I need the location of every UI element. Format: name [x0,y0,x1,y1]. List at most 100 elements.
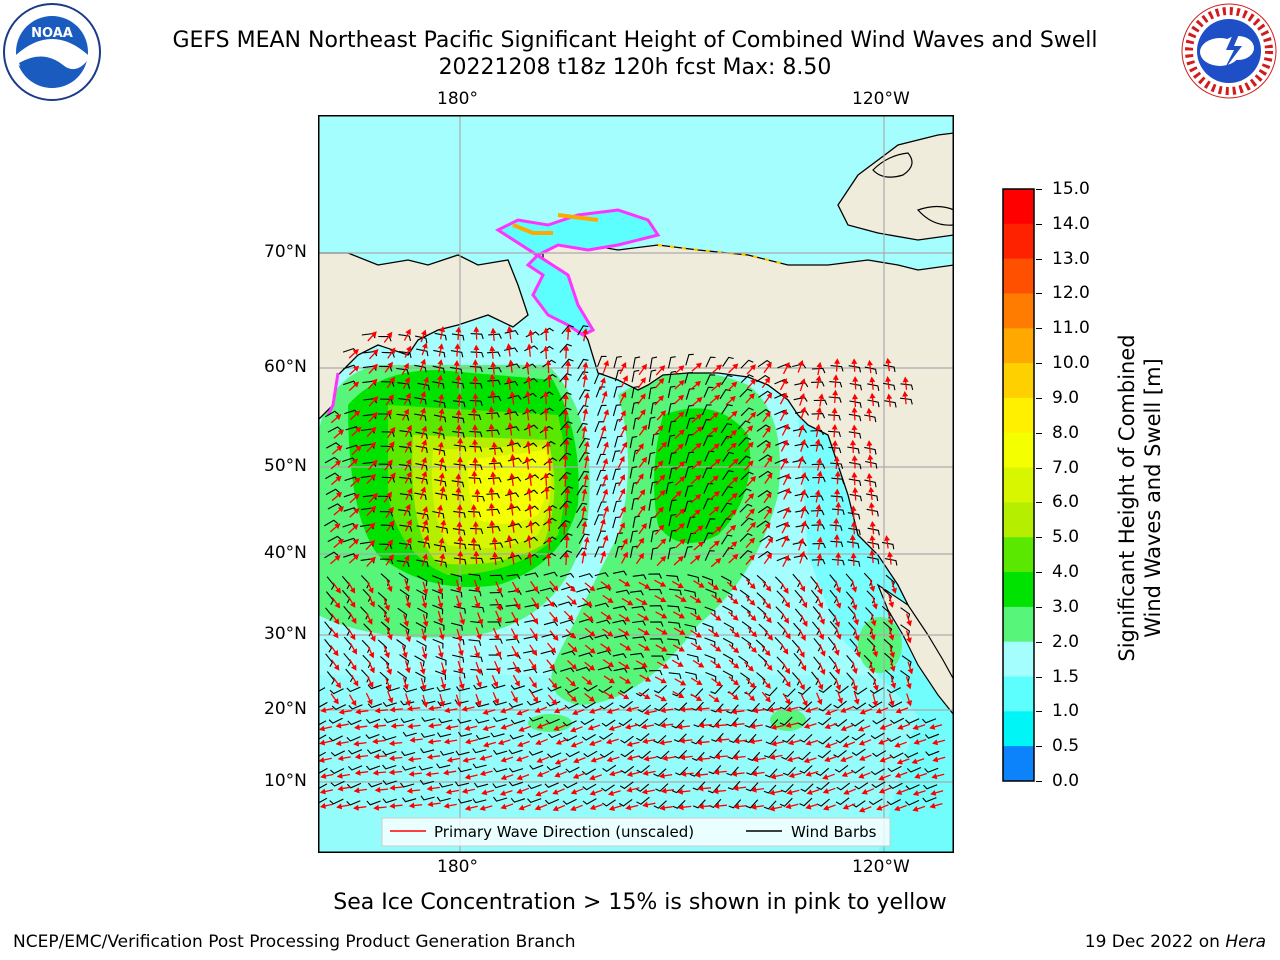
wave-direction-arrowhead [750,411,757,418]
wind-barb [385,686,400,692]
wave-direction-arrowhead [476,681,482,688]
wind-barb [492,700,507,706]
wind-barb [671,719,685,729]
wave-direction-arrowhead [349,587,356,594]
wind-barb [629,530,638,543]
wave-direction-arrowhead [730,524,737,531]
wind-barb [578,533,590,544]
wind-barb [637,704,652,713]
wind-barb [649,638,664,644]
wind-barb [377,639,388,653]
wave-direction-arrowhead [518,804,525,811]
wind-barb [451,480,465,488]
wave-direction-arrowhead [799,393,806,400]
wind-barb [687,574,700,583]
wind-barb [380,524,395,531]
wind-barb [704,550,715,561]
wind-barb [655,783,669,792]
wave-direction-arrowhead [444,707,451,714]
wave-direction-arrowhead [386,331,393,338]
wave-direction-arrowhead [530,663,537,671]
wind-barb [504,411,519,417]
wave-direction-arrowhead [493,634,500,641]
wind-barb [692,781,706,791]
wind-barb [668,370,677,384]
wind-barb [470,655,483,663]
wave-direction-arrowhead [695,494,702,501]
wind-barb [849,461,862,470]
wave-direction-arrowhead [456,635,463,642]
wave-direction-arrowhead [438,456,445,463]
wave-direction-arrowhead [370,331,377,338]
wave-direction-arrowhead [457,550,464,557]
wave-direction-arrowhead [513,587,519,594]
wind-barb [522,458,537,465]
colorbar [1002,188,1035,782]
wave-direction-arrowhead [869,520,876,527]
wave-direction-arrowhead [815,423,821,430]
wind-barb [633,667,648,673]
wave-direction-arrowhead [384,617,390,624]
wave-direction-arrowhead [603,360,610,367]
wind-barb [493,767,508,773]
wind-barb [318,720,327,726]
wave-direction-arrowhead [713,802,720,809]
wave-direction-arrowhead [402,683,409,691]
wave-direction-arrowhead [546,505,553,511]
wave-direction-arrowhead [660,555,667,562]
wave-direction-arrowhead [764,650,771,657]
wind-barb [755,374,770,383]
wind-barb [686,653,699,663]
wave-direction-arrowhead [657,395,664,402]
wave-direction-arrowhead [533,602,540,609]
wave-direction-arrowhead [420,486,427,493]
wave-direction-arrowhead [388,755,395,762]
wind-barb [489,638,503,644]
wind-barb [745,799,759,809]
wind-barb [705,588,717,599]
wave-direction-arrowhead [638,537,645,544]
colorbar-tick-label: 2.0 [1052,631,1080,652]
wave-direction-arrowhead [589,647,596,654]
wind-barb [324,621,333,635]
wave-direction-arrowhead [816,406,823,414]
wind-barb [810,429,824,436]
wave-direction-arrowhead [509,391,516,397]
wind-barb [867,556,880,565]
wave-direction-arrowhead [624,580,631,587]
wind-barb [363,623,372,637]
wave-direction-arrowhead [518,726,525,732]
wind-barb [739,589,750,602]
wave-direction-arrowhead [644,693,651,699]
wave-direction-arrowhead [475,700,482,707]
wind-barb [865,607,874,621]
wave-direction-arrowhead [589,708,596,714]
wave-direction-arrowhead [489,390,496,396]
wind-barb [884,400,897,408]
wave-direction-arrowhead [440,519,447,526]
wave-direction-arrowhead [732,458,739,465]
wind-barb [847,446,860,454]
wind-barb [522,409,537,415]
wave-direction-arrowhead [851,586,858,593]
wave-direction-arrowhead [713,506,720,513]
wave-direction-arrowhead [371,492,378,499]
wind-barb [817,717,832,726]
wave-direction-arrowhead [442,769,449,776]
wave-direction-arrowhead [800,634,806,642]
wind-barb [648,573,662,579]
wave-direction-arrowhead [842,803,849,810]
wind-barb [575,666,591,672]
wind-barb [868,798,883,806]
wind-barb [450,573,463,582]
wind-barb [329,688,344,695]
wave-direction-arrowhead [869,634,876,641]
wave-direction-arrowhead [482,741,490,748]
wind-barb [756,574,766,588]
wave-direction-arrowhead [713,443,720,450]
wind-barb [848,527,861,536]
wind-barb [797,686,811,696]
wind-barb [740,517,754,527]
wave-direction-arrowhead [733,738,740,745]
wave-direction-arrowhead [816,536,823,543]
